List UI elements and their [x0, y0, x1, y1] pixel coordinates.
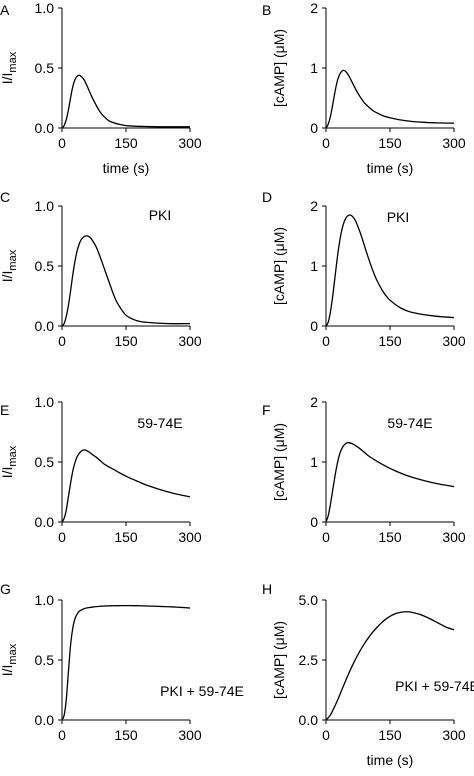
y-tick-label: 0.0: [35, 712, 55, 728]
y-tick-label: 1: [310, 258, 318, 274]
y-tick-label: 1.0: [35, 592, 55, 608]
x-tick-label: 300: [178, 529, 202, 545]
x-tick-label: 300: [178, 333, 202, 349]
y-tick-label: 0.5: [35, 652, 55, 668]
panel-annotation: PKI + 59-74E: [395, 678, 474, 694]
y-tick-label: 1.0: [35, 198, 55, 214]
panel-letter: A: [0, 2, 10, 18]
y-tick-label: 0.5: [35, 454, 55, 470]
x-tick-label: 150: [114, 529, 138, 545]
panel-annotation: 59-74E: [387, 415, 432, 431]
panel-d: 0 1 2 0 150 300 [cAMP] (μM) D PKI: [262, 189, 466, 349]
y-axis-label-main: I/I: [0, 271, 15, 283]
panel-annotation: PKI: [149, 207, 172, 223]
x-tick-label: 0: [322, 727, 330, 743]
panel-annotation: 59-74E: [137, 415, 182, 431]
x-tick-label: 150: [378, 135, 402, 151]
y-tick-label: 2: [310, 0, 318, 16]
y-axis-label-subscript: max: [7, 51, 19, 72]
panel-g: 0.0 0.5 1.0 0 150 300 I/Imax G PKI + 59-74E: [0, 581, 244, 743]
panel-letter: H: [262, 581, 272, 597]
panel-letter: F: [262, 402, 271, 418]
series-line: [61, 74, 190, 129]
y-tick-label: 0.5: [35, 258, 55, 274]
x-tick-label: 150: [114, 727, 138, 743]
panel-a: 0.0 0.5 1.0 0 150 300 time (s) I/Imax A: [0, 0, 202, 176]
y-axis-label: I/Imax: [0, 445, 19, 478]
panel-f: 0 1 2 0 150 300 [cAMP] (μM)F 59-74E: [262, 394, 466, 545]
y-tick-label: 1.0: [35, 0, 55, 16]
x-tick-label: 0: [322, 135, 330, 151]
x-axis-label: time (s): [103, 160, 150, 176]
y-tick-label: 0.5: [35, 60, 55, 76]
y-tick-label: 0.0: [35, 120, 55, 136]
x-tick-label: 150: [378, 333, 402, 349]
x-tick-label: 0: [322, 333, 330, 349]
x-tick-label: 150: [114, 135, 138, 151]
y-axis-label: I/Imax: [0, 643, 19, 676]
x-tick-label: 300: [178, 135, 202, 151]
y-tick-label: 0: [310, 318, 318, 334]
x-tick-label: 0: [58, 333, 66, 349]
panel-letter: E: [0, 402, 9, 418]
x-tick-label: 150: [114, 333, 138, 349]
panel-h: 0.0 2.5 5.0 0 150 300 time (s) [cAMP] (μM) H PKI …: [262, 581, 474, 768]
x-tick-label: 150: [378, 727, 402, 743]
y-tick-label: 2.5: [299, 652, 319, 668]
y-axis-label: I/Imax: [0, 51, 19, 84]
x-axis-label: time (s): [367, 160, 414, 176]
y-axis-label: I/Imax: [0, 249, 19, 282]
x-tick-label: 0: [58, 727, 66, 743]
y-axis-label-subscript: max: [7, 249, 19, 270]
series-line: [61, 235, 191, 327]
y-axis-label-subscript: max: [7, 643, 19, 664]
y-tick-label: 5.0: [299, 592, 319, 608]
y-tick-label: 0: [310, 120, 318, 136]
y-tick-label: 1.0: [35, 394, 55, 410]
series-line: [325, 442, 455, 523]
panel-e: 0.0 0.5 1.0 0 150 300 I/Imax E 59-74E: [0, 394, 202, 545]
y-axis-label-main: I/I: [0, 467, 15, 479]
series-line: [325, 214, 455, 327]
x-tick-label: 150: [378, 529, 402, 545]
x-tick-label: 300: [442, 529, 466, 545]
y-tick-label: 0.0: [299, 712, 319, 728]
y-axis-label: [cAMP] (μM): [271, 621, 287, 699]
x-tick-label: 300: [442, 727, 466, 743]
y-axis-label: [cAMP] (μM): [271, 29, 287, 107]
series-line: [61, 449, 191, 523]
panel-c: 0.0 0.5 1.0 0 150 300 I/Imax C PKI: [0, 189, 202, 349]
panel-letter: C: [0, 189, 10, 205]
x-tick-label: 0: [322, 529, 330, 545]
series-line: [325, 611, 455, 721]
x-tick-label: 0: [58, 135, 66, 151]
y-tick-label: 1: [310, 454, 318, 470]
y-tick-label: 0.0: [35, 514, 55, 530]
x-tick-label: 300: [178, 727, 202, 743]
x-tick-label: 300: [442, 135, 466, 151]
y-tick-label: 2: [310, 394, 318, 410]
x-tick-label: 0: [58, 529, 66, 545]
panel-b: 0 1 2 0 150 300 time (s) [cAMP] (μM)B: [262, 0, 466, 176]
panel-letter: D: [262, 189, 272, 205]
y-axis-label-subscript: max: [7, 445, 19, 466]
y-axis-label: [cAMP] (μM): [271, 227, 287, 305]
y-tick-label: 1: [310, 60, 318, 76]
x-axis-label: time (s): [367, 752, 414, 768]
y-tick-label: 2: [310, 198, 318, 214]
y-axis-label-main: I/I: [0, 665, 15, 677]
panel-annotation: PKI: [387, 209, 410, 225]
panel-letter: G: [0, 581, 11, 597]
y-tick-label: 0.0: [35, 318, 55, 334]
x-tick-label: 300: [442, 333, 466, 349]
y-axis-label: [cAMP] (μM): [271, 423, 287, 501]
series-line: [61, 604, 191, 721]
panel-annotation: PKI + 59-74E: [160, 683, 244, 699]
y-axis-label-main: I/I: [0, 73, 15, 85]
panel-letter: B: [262, 2, 271, 18]
y-tick-label: 0: [310, 514, 318, 530]
series-line: [325, 69, 455, 129]
